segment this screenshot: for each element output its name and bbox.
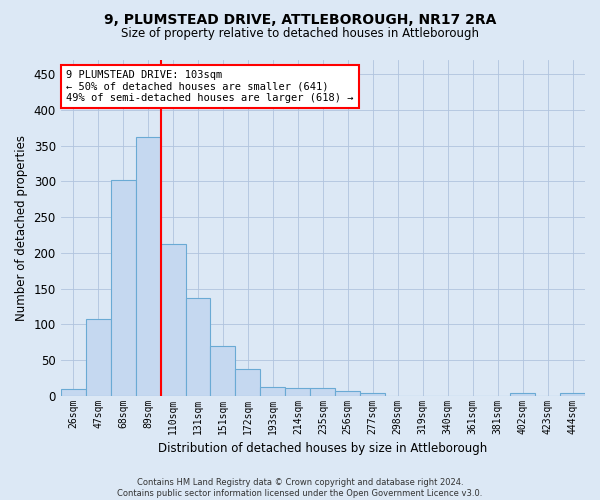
Bar bbox=[86, 318, 110, 396]
Bar bbox=[310, 388, 335, 396]
Bar bbox=[136, 137, 161, 396]
Bar bbox=[211, 346, 235, 396]
Bar bbox=[161, 244, 185, 396]
Text: 9 PLUMSTEAD DRIVE: 103sqm
← 50% of detached houses are smaller (641)
49% of semi: 9 PLUMSTEAD DRIVE: 103sqm ← 50% of detac… bbox=[66, 70, 353, 103]
Bar bbox=[560, 393, 585, 396]
Bar bbox=[61, 389, 86, 396]
Text: Contains HM Land Registry data © Crown copyright and database right 2024.
Contai: Contains HM Land Registry data © Crown c… bbox=[118, 478, 482, 498]
Bar bbox=[360, 393, 385, 396]
Bar bbox=[286, 388, 310, 396]
X-axis label: Distribution of detached houses by size in Attleborough: Distribution of detached houses by size … bbox=[158, 442, 487, 455]
Bar bbox=[510, 393, 535, 396]
Text: 9, PLUMSTEAD DRIVE, ATTLEBOROUGH, NR17 2RA: 9, PLUMSTEAD DRIVE, ATTLEBOROUGH, NR17 2… bbox=[104, 12, 496, 26]
Text: Size of property relative to detached houses in Attleborough: Size of property relative to detached ho… bbox=[121, 28, 479, 40]
Bar bbox=[260, 387, 286, 396]
Bar bbox=[110, 180, 136, 396]
Bar bbox=[185, 298, 211, 396]
Bar bbox=[335, 392, 360, 396]
Y-axis label: Number of detached properties: Number of detached properties bbox=[15, 135, 28, 321]
Bar bbox=[235, 368, 260, 396]
